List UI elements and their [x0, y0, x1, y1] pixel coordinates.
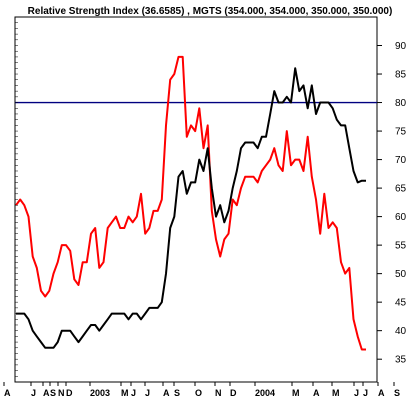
xtick-label: A — [4, 388, 11, 398]
xtick-label: N — [58, 388, 65, 398]
ytick-label: 60 — [395, 212, 407, 223]
xtick-label: J — [363, 388, 368, 398]
xtick-label: A — [313, 388, 320, 398]
xtick-label: O — [195, 388, 202, 398]
xtick-label: D — [230, 388, 237, 398]
xtick-label: A — [43, 388, 50, 398]
xtick-label: D — [66, 388, 73, 398]
xtick-label: N — [215, 388, 222, 398]
xtick-label: J — [354, 388, 359, 398]
series-line-1 — [16, 67, 366, 349]
xtick-label: A — [163, 388, 170, 398]
ytick-label: 70 — [395, 155, 407, 166]
ytick-label: 65 — [395, 184, 407, 195]
ytick-label: 75 — [395, 127, 407, 138]
xtick-label: J — [145, 388, 150, 398]
xtick-label: J — [131, 388, 136, 398]
xtick-label: J — [31, 388, 36, 398]
xtick-label: M — [292, 388, 300, 398]
xtick-label: S — [394, 388, 400, 398]
xtick-label: S — [50, 388, 56, 398]
ytick-label: 50 — [395, 269, 407, 280]
series-line-0 — [15, 55, 366, 351]
xtick-label: 2004 — [255, 388, 275, 398]
xtick-label: 2003 — [90, 388, 110, 398]
ytick-label: 90 — [395, 41, 407, 52]
ytick-label: 45 — [395, 298, 407, 309]
plot-frame — [14, 16, 378, 383]
xtick-label: S — [174, 388, 180, 398]
ytick-label: 40 — [395, 326, 407, 337]
ytick-label: 55 — [395, 241, 407, 252]
xtick-label: M — [121, 388, 129, 398]
xtick-label: A — [378, 388, 385, 398]
xtick-label: M — [332, 388, 340, 398]
ytick-label: 80 — [395, 98, 407, 109]
ytick-label: 85 — [395, 70, 407, 81]
ytick-label: 35 — [395, 355, 407, 366]
chart-title: Relative Strength Index (36.6585) , MGTS… — [28, 6, 393, 17]
